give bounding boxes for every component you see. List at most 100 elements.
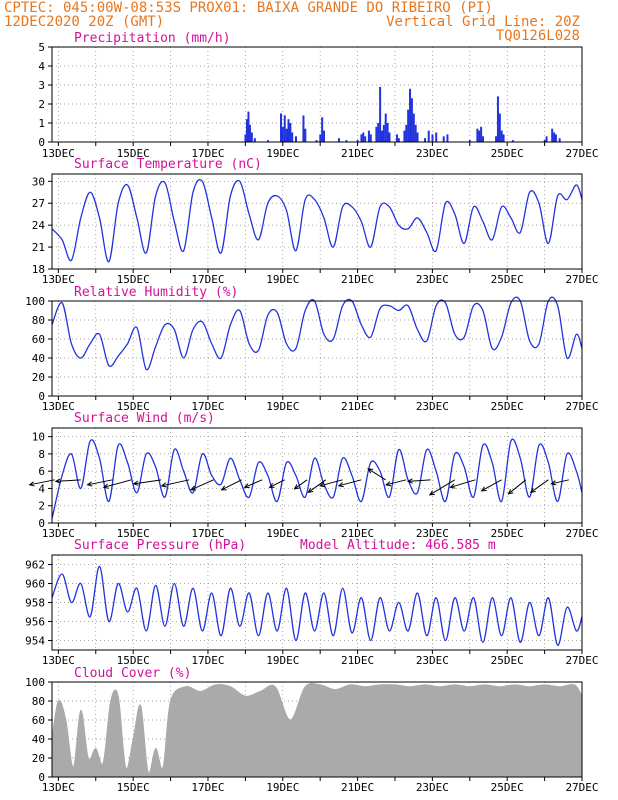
header-model-code: TQ0126L028 bbox=[496, 28, 580, 44]
wind-arrow-head bbox=[428, 490, 435, 496]
precip-bar bbox=[480, 126, 483, 142]
x-tick-label: 25DEC bbox=[491, 781, 524, 794]
precip-bar bbox=[500, 130, 503, 142]
precip-bar bbox=[551, 128, 554, 142]
wind-arrow-head bbox=[529, 487, 536, 493]
x-tick-label: 19DEC bbox=[266, 781, 299, 794]
precip-bar bbox=[424, 138, 427, 142]
wind-arrow bbox=[386, 479, 407, 486]
precip-bar bbox=[478, 130, 481, 142]
precip-bar bbox=[248, 124, 251, 142]
x-tick-label: 21DEC bbox=[341, 527, 374, 540]
y-tick-label: 24 bbox=[32, 219, 46, 232]
x-tick-label: 19DEC bbox=[266, 147, 299, 160]
y-tick-label: 20 bbox=[32, 371, 45, 384]
precip-bar bbox=[250, 132, 253, 142]
x-tick-label: 15DEC bbox=[117, 400, 150, 413]
y-tick-label: 60 bbox=[32, 714, 45, 727]
plot-frame bbox=[51, 300, 583, 397]
precip-bar bbox=[388, 132, 391, 142]
y-tick-label: 6 bbox=[38, 465, 45, 478]
precip-bar bbox=[369, 134, 372, 142]
wind-arrow bbox=[103, 479, 132, 488]
precip-bar bbox=[281, 126, 284, 142]
header-run-date: 12DEC2020 20Z (GMT) bbox=[4, 14, 164, 30]
precip-bar bbox=[502, 134, 505, 142]
precip-bar bbox=[558, 138, 561, 142]
wind-arrow-head bbox=[293, 484, 300, 490]
precip-bar bbox=[395, 134, 398, 142]
header-grid-note: Vertical Grid Line: 20Z bbox=[386, 14, 580, 30]
y-tick-label: 21 bbox=[32, 241, 45, 254]
y-tick-label: 1 bbox=[38, 117, 45, 130]
header-station: CPTEC: 045:00W-08:53S PROX01: BAIXA GRAN… bbox=[4, 0, 493, 16]
precip-bar bbox=[287, 119, 290, 142]
wind-arrow bbox=[133, 479, 162, 485]
panel-annotation: Model Altitude: 466.585 m bbox=[300, 538, 496, 553]
wind-arrow-head bbox=[190, 485, 197, 491]
y-tick-label: 8 bbox=[38, 448, 45, 461]
precip-bar bbox=[554, 134, 557, 142]
y-tick-label: 100 bbox=[25, 295, 45, 308]
x-tick-label: 27DEC bbox=[565, 273, 598, 286]
precip-bar bbox=[442, 136, 445, 142]
y-tick-label: 20 bbox=[32, 752, 45, 765]
x-tick-label: 15DEC bbox=[117, 147, 150, 160]
x-tick-label: 25DEC bbox=[491, 273, 524, 286]
precip-bar bbox=[302, 115, 305, 142]
x-tick-label: 21DEC bbox=[341, 781, 374, 794]
precip-bar bbox=[386, 123, 389, 142]
precip-bar bbox=[337, 138, 340, 142]
precip-bar bbox=[345, 140, 348, 142]
y-tick-label: 4 bbox=[38, 60, 45, 73]
x-tick-label: 23DEC bbox=[416, 527, 449, 540]
y-tick-label: 4 bbox=[38, 482, 45, 495]
wind-arrow bbox=[307, 479, 327, 493]
x-tick-label: 15DEC bbox=[117, 781, 150, 794]
x-tick-label: 17DEC bbox=[191, 147, 224, 160]
plot-frame bbox=[51, 427, 583, 524]
y-tick-label: 100 bbox=[25, 676, 45, 689]
x-tick-label: 15DEC bbox=[117, 527, 150, 540]
panel-title: Relative Humidity (%) bbox=[74, 285, 238, 300]
plot-frame bbox=[51, 681, 583, 778]
wind-arrow-head bbox=[102, 483, 109, 489]
x-tick-label: 15DEC bbox=[117, 273, 150, 286]
wind-arrow bbox=[551, 479, 570, 485]
precip-bar bbox=[409, 88, 412, 142]
precip-bar bbox=[416, 132, 419, 142]
x-tick-label: 13DEC bbox=[42, 654, 75, 667]
series-line bbox=[51, 565, 583, 646]
precip-bar bbox=[321, 117, 324, 142]
x-tick-label: 25DEC bbox=[491, 527, 524, 540]
wind-arrow-head bbox=[385, 481, 392, 487]
precip-bar bbox=[553, 132, 556, 142]
x-tick-label: 21DEC bbox=[341, 147, 374, 160]
precip-bar bbox=[379, 86, 382, 142]
x-tick-label: 13DEC bbox=[42, 273, 75, 286]
x-tick-label: 17DEC bbox=[191, 781, 224, 794]
y-tick-label: 18 bbox=[32, 263, 45, 276]
wind-arrow bbox=[481, 479, 502, 492]
y-tick-label: 10 bbox=[32, 431, 45, 444]
wind-arrow bbox=[55, 479, 81, 482]
precip-bar bbox=[496, 96, 499, 142]
x-tick-label: 15DEC bbox=[117, 654, 150, 667]
wind-arrow bbox=[221, 479, 242, 491]
x-tick-label: 23DEC bbox=[416, 654, 449, 667]
precip-bar bbox=[285, 128, 288, 142]
x-tick-label: 25DEC bbox=[491, 400, 524, 413]
precip-bar bbox=[377, 123, 380, 142]
precip-bar bbox=[543, 140, 546, 142]
y-tick-label: 962 bbox=[25, 559, 45, 572]
wind-arrow bbox=[29, 479, 55, 486]
panel-2: Surface Temperature (nC) 18 21 24 27 30 13DEC 1… bbox=[32, 157, 599, 286]
x-tick-label: 17DEC bbox=[191, 273, 224, 286]
wind-arrow bbox=[269, 479, 285, 488]
precip-bar bbox=[407, 109, 410, 142]
y-tick-label: 958 bbox=[25, 597, 45, 610]
precip-bar bbox=[468, 140, 471, 142]
x-tick-label: 17DEC bbox=[191, 527, 224, 540]
x-tick-label: 21DEC bbox=[341, 400, 374, 413]
